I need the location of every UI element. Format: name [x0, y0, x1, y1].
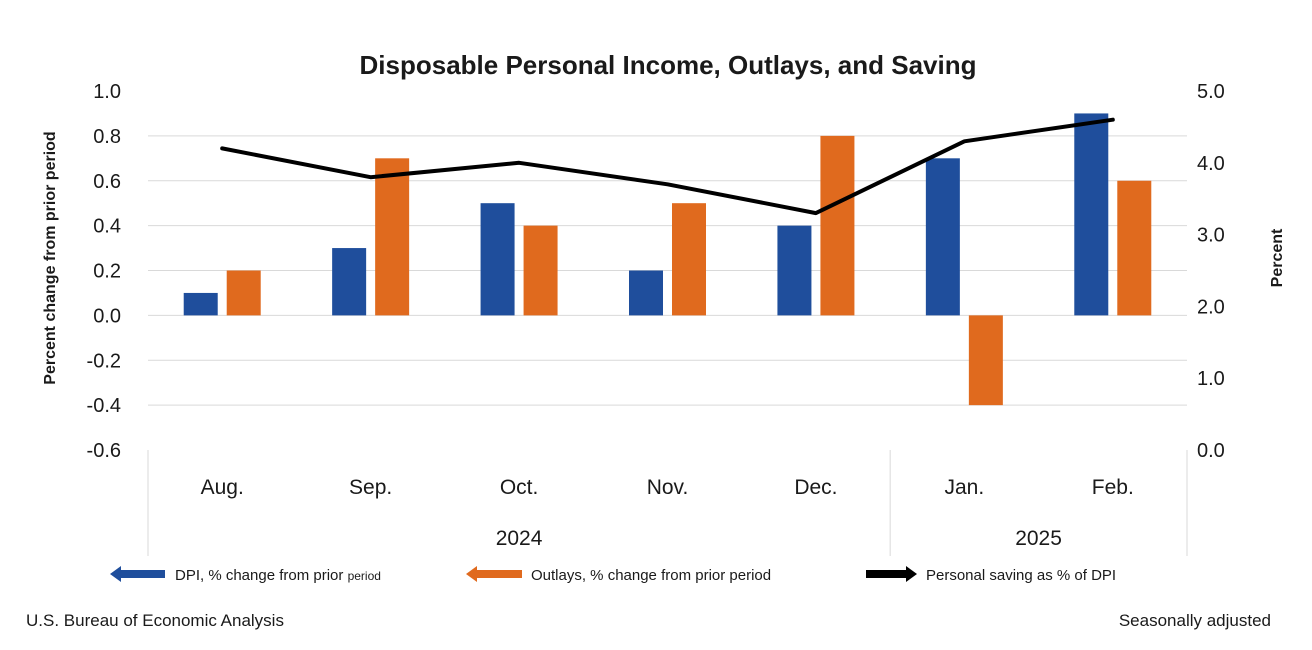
right-tick-label: 4.0 — [1197, 153, 1225, 175]
bar-dpi — [183, 292, 218, 316]
left-axis-ticks: 1.0 0.8 0.6 0.4 0.2 0.0 -0.2 -0.4 -0.6 — [87, 81, 121, 462]
right-tick-label: 2.0 — [1197, 296, 1225, 318]
x-tick-label: Nov. — [647, 476, 689, 499]
year-label: 2024 — [496, 527, 543, 550]
bar-dpi — [777, 225, 812, 316]
grid-lines — [148, 135, 1187, 406]
left-tick-label: 0.4 — [93, 216, 121, 238]
chart-title: Disposable Personal Income, Outlays, and… — [360, 50, 977, 80]
bar-outlays — [672, 203, 706, 316]
right-tick-label: 5.0 — [1197, 81, 1225, 103]
left-tick-label: -0.4 — [87, 395, 121, 417]
legend-label-saving: Personal saving as % of DPI — [926, 567, 1116, 584]
right-axis-ticks: 5.0 4.0 3.0 2.0 1.0 0.0 — [1197, 81, 1225, 462]
x-axis: Aug. Sep. Oct. Nov. Dec. Jan. Feb. 2024 2025 — [147, 450, 1188, 556]
left-tick-label: 0.8 — [93, 126, 121, 148]
right-tick-label: 1.0 — [1197, 368, 1225, 390]
bar-outlays — [226, 270, 261, 316]
left-tick-label: 0.0 — [93, 305, 121, 327]
legend-label-dpi-main: DPI, % change from prior — [175, 567, 348, 584]
legend-swatch-saving — [866, 566, 917, 582]
source-note: U.S. Bureau of Economic Analysis — [26, 611, 284, 630]
right-tick-label: 3.0 — [1197, 225, 1225, 247]
left-tick-label: -0.6 — [87, 440, 121, 462]
bars — [183, 113, 1152, 406]
left-tick-label: 1.0 — [93, 81, 121, 103]
bar-outlays — [968, 315, 1003, 406]
left-tick-label: -0.2 — [87, 350, 121, 372]
legend-swatch-outlays — [466, 566, 522, 582]
x-tick-label: Dec. — [794, 476, 837, 499]
bar-dpi — [480, 203, 515, 316]
bar-outlays — [820, 135, 855, 316]
left-tick-label: 0.2 — [93, 261, 121, 283]
left-tick-label: 0.6 — [93, 171, 121, 193]
legend-item-dpi: DPI, % change from prior period — [110, 566, 381, 584]
seasonal-note: Seasonally adjusted — [1119, 611, 1271, 630]
saving-rate-line — [220, 117, 1115, 216]
bar-dpi — [1074, 113, 1109, 316]
bar-outlays — [523, 225, 558, 316]
bar-dpi — [332, 248, 367, 316]
legend-swatch-dpi — [110, 566, 165, 582]
bar-dpi — [925, 158, 960, 316]
x-tick-label: Aug. — [201, 476, 244, 499]
x-tick-label: Feb. — [1092, 476, 1134, 499]
x-tick-label: Jan. — [945, 476, 985, 499]
x-tick-label: Oct. — [500, 476, 539, 499]
legend-label-outlays: Outlays, % change from prior period — [531, 567, 771, 584]
bar-outlays — [1117, 180, 1152, 316]
bar-dpi — [629, 270, 663, 316]
bar-outlays — [375, 158, 410, 316]
legend-label-dpi-small: period — [348, 569, 381, 583]
legend-item-saving: Personal saving as % of DPI — [866, 566, 1116, 584]
y-axis-label: Percent change from prior period — [42, 131, 59, 384]
right-tick-label: 0.0 — [1197, 440, 1225, 462]
year-label: 2025 — [1015, 527, 1062, 550]
legend-item-outlays: Outlays, % change from prior period — [466, 566, 771, 584]
x-tick-label: Sep. — [349, 476, 392, 499]
legend: DPI, % change from prior period Outlays,… — [110, 566, 1116, 584]
y2-axis-label: Percent — [1269, 228, 1286, 287]
legend-label-dpi: DPI, % change from prior period — [175, 567, 381, 584]
saving-line-group — [220, 117, 1115, 216]
